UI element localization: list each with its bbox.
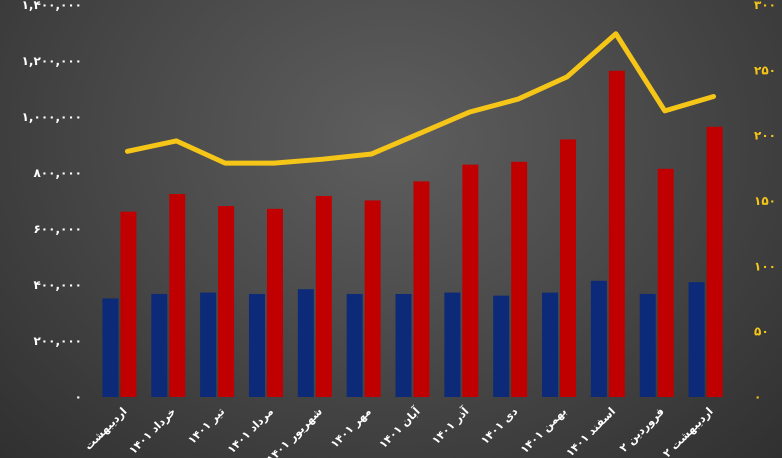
bar-red <box>413 181 430 397</box>
bar-red <box>706 126 723 398</box>
bar-blue <box>688 282 705 397</box>
bar-blue <box>395 293 412 397</box>
bar-blue <box>151 293 168 397</box>
bar-blue <box>542 292 559 397</box>
bar-red <box>218 206 235 397</box>
bar-red <box>462 164 479 397</box>
x-tick-label: اسفند ۱۴۰۱ <box>564 405 618 458</box>
bar-blue <box>297 289 314 397</box>
bar-blue <box>346 293 363 397</box>
bar-red <box>364 200 381 397</box>
x-tick-label: فروردین ۲ <box>617 405 667 455</box>
x-tick-label: تیر ۱۴۰۱ <box>185 405 227 447</box>
bars <box>102 70 723 398</box>
y-right-tick-label: ۱۵۰ <box>754 194 776 208</box>
bar-blue <box>493 295 510 397</box>
y-left-tick-label: ۱,۲۰۰,۰۰۰ <box>22 54 82 68</box>
bar-red <box>169 194 186 397</box>
line-layer <box>124 31 717 166</box>
y-right-tick-label: ۳۰۰ <box>754 0 776 12</box>
bar-blue <box>102 298 119 397</box>
bar-red <box>266 208 283 397</box>
bar-red <box>560 139 577 397</box>
bar-red <box>315 195 332 397</box>
bar-blue <box>639 293 656 397</box>
x-tick-label: آذر ۱۴۰۱ <box>429 404 472 447</box>
bar-blue <box>248 293 265 397</box>
x-tick-label: خرداد ۱۴۰۱ <box>126 405 178 457</box>
x-tick-label: مهر ۱۴۰۱ <box>328 405 374 451</box>
x-tick-label: اردیبهشت <box>82 405 130 453</box>
x-tick-label: اردیبهشت ۲ <box>661 405 716 458</box>
y-left-tick-label: ۴۰۰,۰۰۰ <box>33 278 82 292</box>
y-right-tick-label: ۰ <box>754 390 761 404</box>
bar-red <box>511 161 528 397</box>
y-left-tick-label: ۶۰۰,۰۰۰ <box>33 222 82 236</box>
bar-red <box>608 70 625 398</box>
x-tick-label: بهمن ۱۴۰۱ <box>518 405 569 456</box>
y-left-tick-label: ۸۰۰,۰۰۰ <box>33 166 82 180</box>
bar-blue <box>200 292 217 397</box>
x-tick-label: مرداد ۱۴۰۱ <box>225 405 276 456</box>
bar-red <box>657 168 674 397</box>
right-axis: ۰ ۵۰ ۱۰۰ ۱۵۰ ۲۰۰ ۲۵۰ ۳۰۰ <box>754 0 776 404</box>
y-left-tick-label: ۱,۴۰۰,۰۰۰ <box>22 0 82 12</box>
y-left-tick-label: ۰ <box>75 390 82 404</box>
y-right-tick-label: ۲۰۰ <box>754 129 776 143</box>
y-left-tick-label: ۲۰۰,۰۰۰ <box>33 334 82 348</box>
line-series <box>124 31 717 166</box>
bar-red <box>120 211 137 397</box>
y-right-tick-label: ۵۰ <box>754 325 769 339</box>
y-right-tick-label: ۱۰۰ <box>754 259 776 273</box>
y-left-tick-label: ۱,۰۰۰,۰۰۰ <box>22 110 82 124</box>
x-tick-label: دی ۱۴۰۱ <box>478 405 520 447</box>
bar-blue <box>444 292 461 397</box>
x-tick-label: آبان ۱۴۰۱ <box>376 404 423 451</box>
left-axis: ۰ ۲۰۰,۰۰۰ ۴۰۰,۰۰۰ ۶۰۰,۰۰۰ ۸۰۰,۰۰۰ ۱,۰۰۰,۰۰۰ ۱,… <box>22 0 82 404</box>
y-right-tick-label: ۲۵۰ <box>754 63 776 77</box>
bar-blue <box>590 280 607 397</box>
